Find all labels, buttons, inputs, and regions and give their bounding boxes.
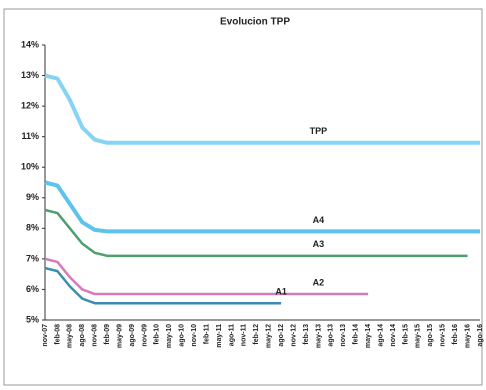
series-label: A4: [313, 215, 325, 225]
chart-frame: [3, 8, 483, 386]
x-tick-label: nov-11: [241, 324, 248, 346]
series-label: A3: [313, 239, 325, 249]
series-line: [44, 257, 369, 296]
x-tick-label: nov-14: [390, 324, 397, 347]
series-line: [44, 208, 468, 258]
series-label: A2: [313, 277, 325, 287]
x-tick-label: nov-09: [141, 324, 148, 347]
chart-title: Evolucion TPP: [220, 17, 290, 28]
y-tick-label: 7%: [26, 253, 39, 263]
x-tick-label: feb-10: [154, 324, 161, 345]
x-tick-label: ago-11: [228, 324, 235, 346]
y-tick-label: 9%: [26, 192, 39, 202]
series-line: [44, 266, 282, 305]
x-tick-label: may-14: [365, 324, 372, 348]
x-tick-label: may-12: [266, 324, 273, 348]
x-tick-label: feb-08: [54, 324, 61, 345]
y-tick-label: 10%: [21, 162, 39, 172]
y-tick-label: 6%: [26, 284, 39, 294]
y-tick-label: 14%: [21, 39, 39, 49]
x-tick-label: ago-09: [129, 324, 136, 347]
y-tick-label: 5%: [26, 314, 39, 324]
x-tick-label: may-15: [415, 324, 422, 348]
x-tick-label: ago-15: [427, 324, 434, 347]
x-tick-label: ago-10: [179, 324, 186, 347]
x-tick-label: ago-14: [377, 324, 384, 347]
x-tick-label: feb-14: [353, 324, 360, 345]
x-tick-label: feb-15: [402, 324, 409, 345]
x-tick-label: nov-13: [340, 324, 347, 347]
y-tick-label: 11%: [21, 131, 39, 141]
series-label: TPP: [310, 126, 328, 136]
y-tick-label: 8%: [26, 223, 39, 233]
x-tick-label: may-11: [216, 324, 223, 348]
x-tick-label: nov-15: [440, 324, 447, 347]
x-tick-label: may-16: [464, 324, 471, 348]
x-tick-label: ago-13: [328, 324, 335, 347]
x-tick-label: ago-12: [278, 324, 285, 347]
x-tick-label: nov-08: [92, 324, 99, 347]
x-tick-label: feb-11: [203, 324, 210, 344]
series-line: [44, 180, 480, 234]
x-tick-label: ago-08: [79, 324, 86, 347]
x-tick-label: may-08: [67, 324, 74, 348]
y-tick-label: 12%: [21, 100, 39, 110]
y-tick-label: 13%: [21, 70, 39, 80]
x-tick-label: feb-12: [253, 324, 260, 345]
x-tick-label: feb-13: [303, 324, 310, 345]
x-tick-label: nov-10: [191, 324, 198, 347]
x-tick-label: may-13: [315, 324, 322, 348]
x-tick-label: may-10: [166, 324, 173, 348]
x-tick-label: may-09: [116, 324, 123, 348]
series-label: A1: [275, 287, 287, 297]
x-tick-label: nov-12: [290, 324, 297, 347]
x-tick-label: ago-16: [477, 324, 484, 347]
x-tick-label: feb-16: [452, 324, 459, 345]
x-tick-label: nov-07: [42, 324, 49, 347]
x-tick-label: feb-09: [104, 324, 111, 345]
series-line: [44, 73, 480, 145]
